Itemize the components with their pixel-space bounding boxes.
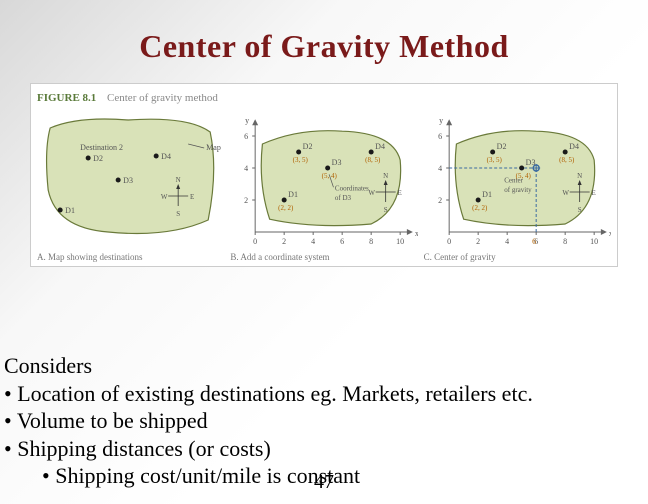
- panel-a-svg: D1 D2 Destination 2 D3 D4 Map N S W E: [37, 110, 224, 250]
- svg-text:D1: D1: [288, 190, 298, 199]
- svg-text:6: 6: [438, 132, 442, 141]
- svg-text:Destination 2: Destination 2: [80, 143, 123, 152]
- svg-text:N: N: [577, 172, 582, 180]
- svg-text:(3, 5): (3, 5): [293, 156, 309, 164]
- bullet-1-text: Location of existing destinations eg. Ma…: [17, 381, 533, 406]
- svg-text:4: 4: [244, 164, 248, 173]
- svg-text:4: 4: [505, 237, 509, 246]
- svg-text:E: E: [190, 193, 194, 201]
- svg-text:6: 6: [532, 237, 536, 246]
- svg-text:Center: Center: [504, 176, 523, 184]
- svg-text:W: W: [562, 189, 569, 197]
- svg-text:x: x: [415, 229, 417, 238]
- svg-text:E: E: [398, 189, 402, 197]
- svg-text:of gravity: of gravity: [504, 186, 532, 194]
- svg-text:D1: D1: [482, 190, 492, 199]
- svg-text:2: 2: [438, 196, 442, 205]
- figure-number: FIGURE 8.1: [37, 92, 96, 104]
- figure-caption: Center of gravity method: [107, 92, 218, 104]
- svg-text:8: 8: [563, 237, 567, 246]
- panel-c-caption: C. Center of gravity: [424, 252, 611, 262]
- svg-text:(3, 5): (3, 5): [486, 156, 502, 164]
- body-text: Considers • Location of existing destina…: [4, 352, 644, 490]
- svg-text:2: 2: [476, 237, 480, 246]
- panel-b-svg: yx0246810246D1(2, 2)D2(3, 5)D3(5, 4)D4(8…: [230, 110, 417, 250]
- svg-text:E: E: [591, 189, 595, 197]
- svg-text:(8, 5): (8, 5): [365, 156, 381, 164]
- svg-text:y: y: [439, 116, 443, 125]
- svg-text:0: 0: [447, 237, 451, 246]
- panel-c: yx0246810246D1(2, 2)D2(3, 5)D3(5, 4)D4(8…: [424, 110, 611, 262]
- panel-c-svg: yx0246810246D1(2, 2)D2(3, 5)D3(5, 4)D4(8…: [424, 110, 611, 250]
- svg-text:S: S: [176, 210, 180, 218]
- svg-text:6: 6: [244, 132, 248, 141]
- svg-text:D4: D4: [161, 152, 171, 161]
- svg-text:N: N: [383, 172, 388, 180]
- svg-text:D2: D2: [93, 154, 103, 163]
- svg-text:of D3: of D3: [335, 194, 352, 202]
- svg-text:10: 10: [396, 237, 404, 246]
- svg-text:D3: D3: [332, 158, 342, 167]
- svg-text:D2: D2: [303, 142, 313, 151]
- svg-text:2: 2: [244, 196, 248, 205]
- slide-title: Center of Gravity Method: [0, 0, 648, 65]
- figure-panels: D1 D2 Destination 2 D3 D4 Map N S W E A. Map show…: [37, 110, 611, 262]
- bullet-2: • Volume to be shipped: [4, 407, 644, 435]
- svg-text:D2: D2: [496, 142, 506, 151]
- panel-b-caption: B. Add a coordinate system: [230, 252, 417, 262]
- panel-a: D1 D2 Destination 2 D3 D4 Map N S W E A. Map show…: [37, 110, 224, 262]
- svg-text:(2, 2): (2, 2): [472, 204, 488, 212]
- svg-text:0: 0: [253, 237, 257, 246]
- svg-text:W: W: [369, 189, 376, 197]
- svg-text:(8, 5): (8, 5): [559, 156, 575, 164]
- panel-a-caption: A. Map showing destinations: [37, 252, 224, 262]
- svg-text:D4: D4: [569, 142, 579, 151]
- bullet-3-text: Shipping distances (or costs): [17, 436, 271, 461]
- considers-heading: Considers: [4, 352, 644, 380]
- svg-text:y: y: [245, 116, 249, 125]
- bullet-3: • Shipping distances (or costs): [4, 435, 644, 463]
- svg-text:D4: D4: [375, 142, 385, 151]
- svg-text:W: W: [161, 193, 168, 201]
- svg-text:D3: D3: [123, 176, 133, 185]
- svg-text:S: S: [384, 206, 388, 214]
- svg-text:Coordinates: Coordinates: [335, 184, 369, 192]
- svg-text:Map: Map: [206, 143, 221, 152]
- svg-text:(2, 2): (2, 2): [278, 204, 294, 212]
- figure-header: FIGURE 8.1 Center of gravity method: [37, 92, 611, 104]
- svg-text:4: 4: [438, 164, 442, 173]
- svg-text:D1: D1: [65, 206, 75, 215]
- bullet-2-text: Volume to be shipped: [17, 408, 208, 433]
- svg-text:S: S: [577, 206, 581, 214]
- figure-container: FIGURE 8.1 Center of gravity method D1 D2…: [30, 83, 618, 267]
- svg-text:8: 8: [369, 237, 373, 246]
- svg-text:N: N: [176, 176, 181, 184]
- svg-text:10: 10: [590, 237, 598, 246]
- svg-text:x: x: [609, 229, 611, 238]
- panel-b: yx0246810246D1(2, 2)D2(3, 5)D3(5, 4)D4(8…: [230, 110, 417, 262]
- svg-text:6: 6: [340, 237, 344, 246]
- svg-text:4: 4: [311, 237, 315, 246]
- page-number: 47: [314, 471, 334, 494]
- svg-text:2: 2: [282, 237, 286, 246]
- bullet-1: • Location of existing destinations eg. …: [4, 380, 644, 408]
